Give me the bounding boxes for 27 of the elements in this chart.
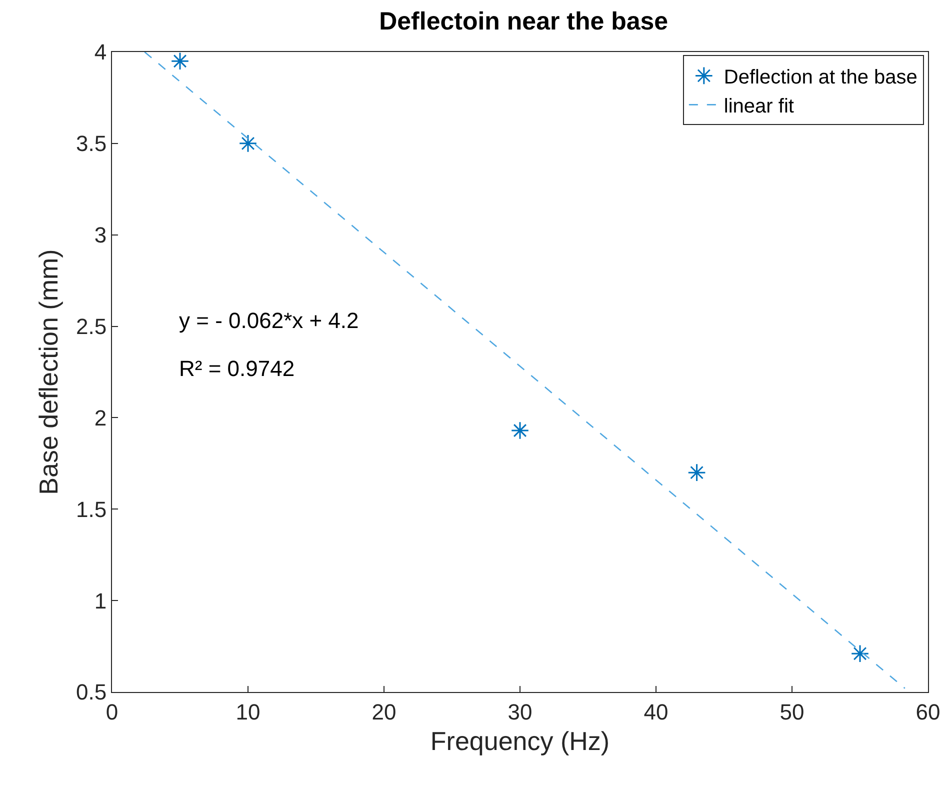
point [850, 644, 870, 663]
point [510, 421, 530, 440]
y-tick-label: 4 [94, 40, 107, 65]
y-tick-label: 1 [94, 588, 107, 614]
point [170, 52, 190, 70]
y-tick-label: 0.5 [76, 680, 107, 705]
point [238, 134, 258, 153]
legend-label: linear fit [724, 96, 794, 118]
x-tick-label: 0 [106, 699, 118, 724]
y-tick-label: 3.5 [76, 131, 107, 156]
x-tick-label: 40 [644, 699, 668, 724]
chart-title: Deflectoin near the base [379, 7, 668, 36]
x-tick-label: 30 [508, 699, 532, 724]
y-tick-label: 2.5 [76, 314, 107, 339]
y-tick-label: 2 [94, 405, 107, 430]
legend-label: Deflection at the base [724, 66, 918, 88]
x-tick-label: 20 [372, 699, 396, 724]
y-tick-label: 3 [94, 222, 107, 248]
y-tick-label: 1.5 [76, 496, 107, 522]
annotation: y = - 0.062*x + 4.2 [179, 308, 359, 333]
x-tick-label: 10 [236, 699, 260, 724]
point [688, 463, 706, 482]
y-axis-title: Base deflection (mm) [33, 249, 64, 495]
x-tick-label: 50 [780, 699, 804, 724]
x-tick-label: 60 [916, 699, 940, 724]
x-axis-title: Frequency (Hz) [430, 726, 610, 756]
annotation: R² = 0.9742 [179, 356, 295, 381]
